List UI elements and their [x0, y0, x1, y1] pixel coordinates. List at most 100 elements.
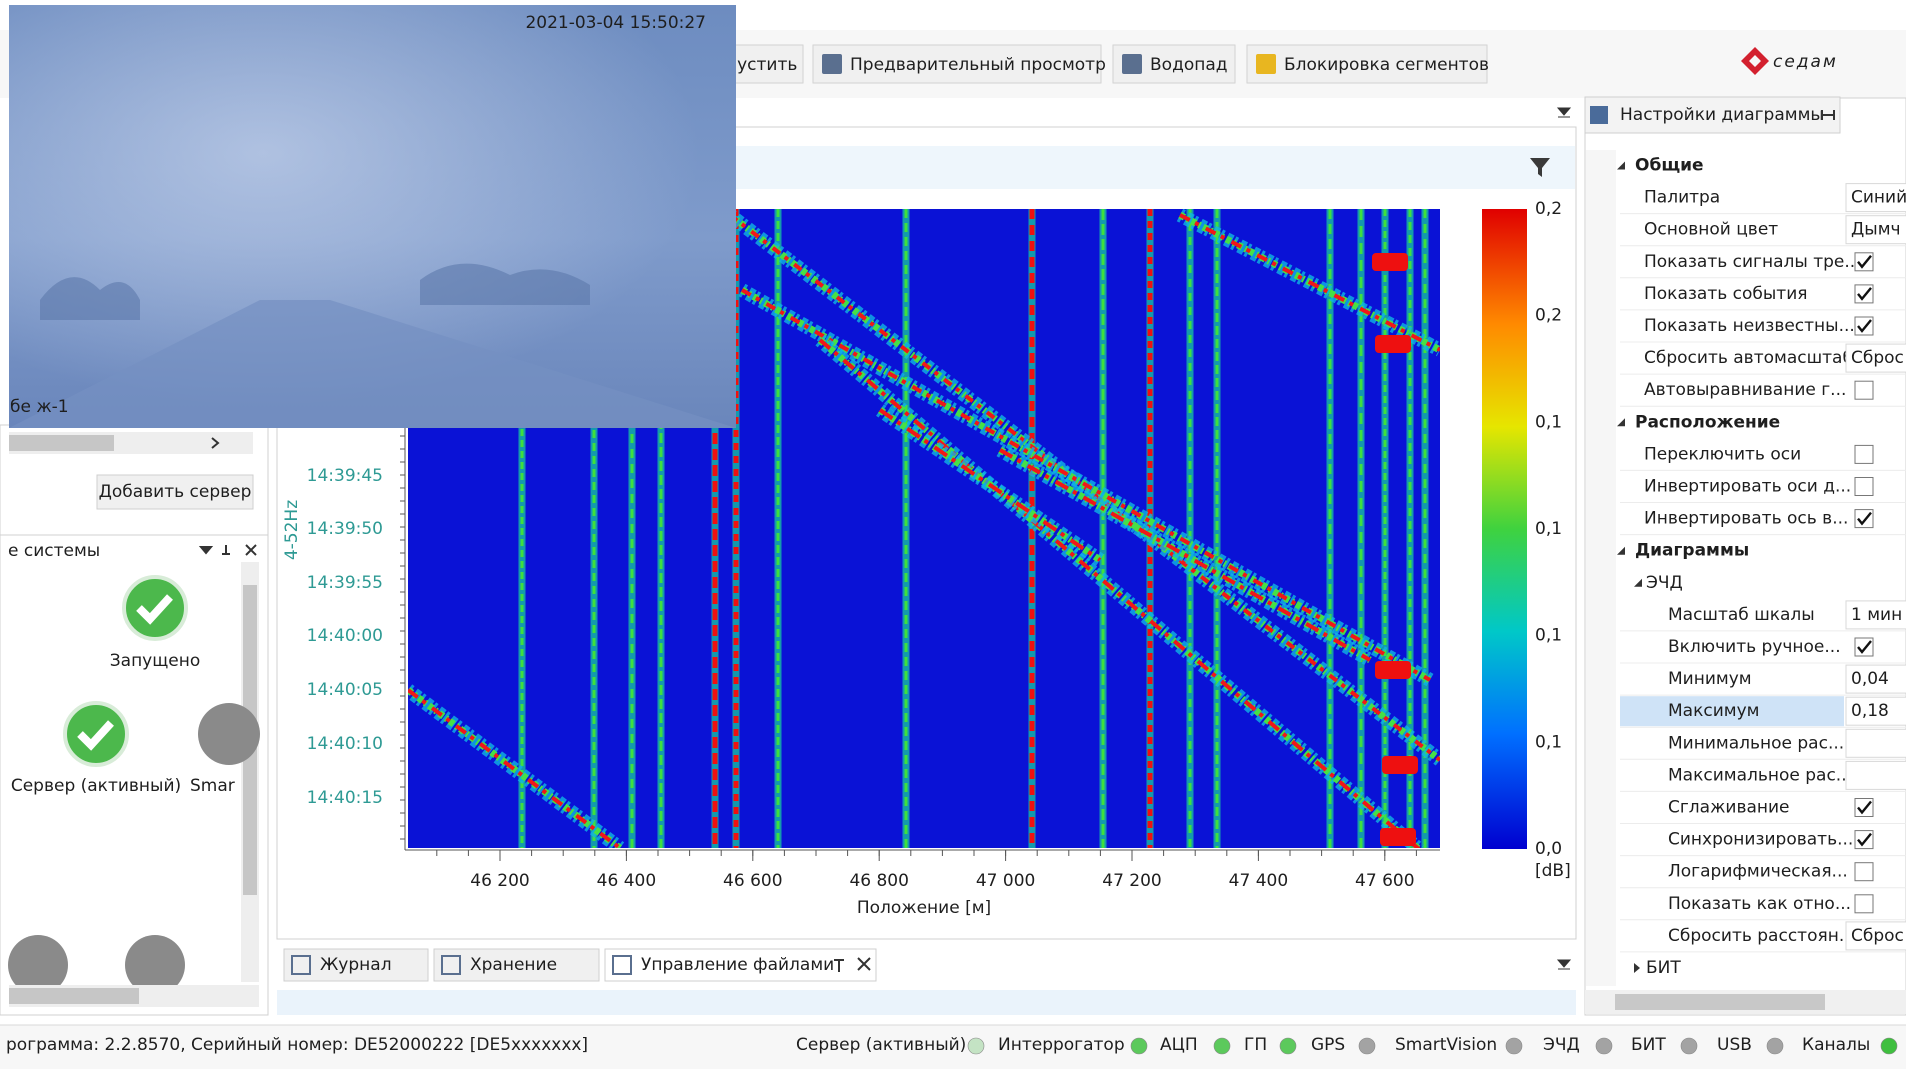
- property-value[interactable]: 0,04: [1851, 669, 1889, 689]
- indicator-label: Каналы: [1802, 1035, 1870, 1055]
- position-label: 47 200: [1102, 871, 1161, 891]
- toolbar-button[interactable]: [812, 44, 1102, 84]
- value-box[interactable]: [1845, 600, 1906, 630]
- position-label: 46 600: [723, 871, 782, 891]
- indicator-dot: [1880, 1037, 1898, 1055]
- add-server-button[interactable]: [96, 474, 254, 510]
- status-item[interactable]: Smar: [190, 703, 260, 796]
- button-label[interactable]: пустить: [726, 55, 797, 75]
- button-label[interactable]: Предварительный просмотр: [850, 55, 1106, 75]
- value-box[interactable]: [1845, 343, 1906, 373]
- expander[interactable]: [1617, 161, 1625, 170]
- time-label: 14:39:55: [307, 573, 383, 593]
- value-box[interactable]: [1845, 664, 1906, 694]
- property-label: Показать сигналы тре...: [1644, 252, 1861, 272]
- status-label: Запущено: [110, 651, 200, 671]
- indicator-dot: [1213, 1037, 1231, 1055]
- hot-spot: [1372, 253, 1408, 271]
- status-text: рограмма: 2.2.8570, Серийный номер: DE52…: [6, 1035, 588, 1055]
- colorbar-label: 0,1: [1535, 519, 1562, 539]
- indicator-dot: [1505, 1037, 1523, 1055]
- indicator-label: ГП: [1244, 1035, 1267, 1055]
- indicator-label: SmartVision: [1395, 1035, 1497, 1055]
- group-title: Диаграммы: [1635, 541, 1749, 561]
- expander[interactable]: [1634, 963, 1640, 973]
- checkbox[interactable]: [1854, 862, 1874, 882]
- checkbox[interactable]: [1854, 477, 1874, 496]
- tab-icon: [441, 955, 461, 975]
- indicator-label: АЦП: [1160, 1035, 1198, 1055]
- button-label[interactable]: Водопад: [1150, 55, 1228, 75]
- scroll-arrow[interactable]: [211, 437, 220, 449]
- check: [1857, 511, 1872, 526]
- panel-menu[interactable]: [1556, 107, 1572, 118]
- indicator-dot: [1680, 1037, 1698, 1055]
- tab-content-strip: [277, 990, 1576, 1015]
- expander[interactable]: [1617, 418, 1625, 427]
- value-box[interactable]: [1845, 696, 1906, 726]
- pin-icon[interactable]: [1821, 110, 1835, 120]
- button-label[interactable]: Блокировка сегментов: [1284, 55, 1489, 75]
- property-label: Палитра: [1644, 188, 1720, 208]
- status-item[interactable]: Сервер (активный): [11, 701, 181, 796]
- scroll-thumb[interactable]: [1615, 994, 1825, 1010]
- indicator-dot: [967, 1037, 985, 1055]
- button-icon: [822, 54, 842, 74]
- streak-core: [818, 338, 1421, 848]
- checkbox[interactable]: [1854, 894, 1874, 914]
- scroll-thumb[interactable]: [9, 435, 114, 451]
- property-label: Логарифмическая...: [1668, 862, 1848, 882]
- property-label: Максимум: [1668, 701, 1759, 721]
- value-box[interactable]: [1845, 215, 1906, 245]
- property-value[interactable]: Сброс: [1851, 926, 1904, 946]
- property-label: Переключить оси: [1644, 444, 1801, 464]
- camera-timestamp: 2021-03-04 15:50:27: [525, 13, 706, 33]
- property-value[interactable]: 0,18: [1851, 701, 1889, 721]
- filter-icon[interactable]: [1530, 158, 1550, 177]
- position-label: 47 600: [1355, 871, 1414, 891]
- tab-label[interactable]: Журнал: [320, 955, 392, 975]
- property-value[interactable]: Сброс: [1851, 348, 1904, 368]
- hot-spot: [1375, 661, 1411, 679]
- property-label: Сбросить автомасштаб: [1644, 348, 1853, 368]
- tab-label[interactable]: Хранение: [470, 955, 557, 975]
- property-label: Показать неизвестны...: [1644, 316, 1855, 336]
- tab[interactable]: [283, 948, 429, 982]
- tab-close[interactable]: [834, 957, 871, 972]
- status-item[interactable]: Запущено: [110, 575, 200, 671]
- streak: [408, 687, 623, 848]
- button-icon: [1122, 54, 1142, 74]
- toolbar-button[interactable]: [1246, 44, 1488, 84]
- tab-label[interactable]: Управление файлами: [641, 955, 834, 975]
- value-box[interactable]: [1845, 921, 1906, 951]
- position-label: 46 400: [597, 871, 656, 891]
- expander[interactable]: [1634, 578, 1642, 587]
- logo: седам: [1773, 52, 1838, 72]
- panel-buttons[interactable]: [198, 544, 257, 556]
- streak-core: [408, 688, 622, 848]
- property-value[interactable]: Синий: [1851, 188, 1906, 208]
- property-label: Минимальное рас...: [1668, 733, 1844, 753]
- property-label: Инвертировать оси д...: [1644, 477, 1851, 497]
- tab[interactable]: [604, 948, 877, 982]
- tabs-menu[interactable]: [1556, 959, 1572, 970]
- property-value[interactable]: Дымч: [1851, 220, 1901, 240]
- button-icon: [1256, 54, 1276, 74]
- subgroup-title: ЭЧД: [1646, 573, 1683, 593]
- tab[interactable]: [433, 948, 600, 982]
- expander[interactable]: [1617, 546, 1625, 555]
- value-box[interactable]: [1845, 183, 1906, 213]
- value-box[interactable]: [1845, 728, 1906, 758]
- add-server-label[interactable]: Добавить сервер: [99, 482, 252, 502]
- property-value[interactable]: 1 мин: [1851, 605, 1902, 625]
- indicator-label: Интеррогатор: [998, 1035, 1125, 1055]
- checkbox[interactable]: [1854, 380, 1874, 400]
- value-box[interactable]: [1845, 760, 1906, 790]
- time-label: 14:39:50: [307, 519, 383, 539]
- time-label: 14:40:15: [307, 788, 383, 808]
- time-label: 14:40:05: [307, 680, 383, 700]
- settings-tab[interactable]: [1584, 96, 1841, 134]
- bottom-scroll-thumb[interactable]: [9, 988, 139, 1004]
- checkbox[interactable]: [1854, 444, 1874, 464]
